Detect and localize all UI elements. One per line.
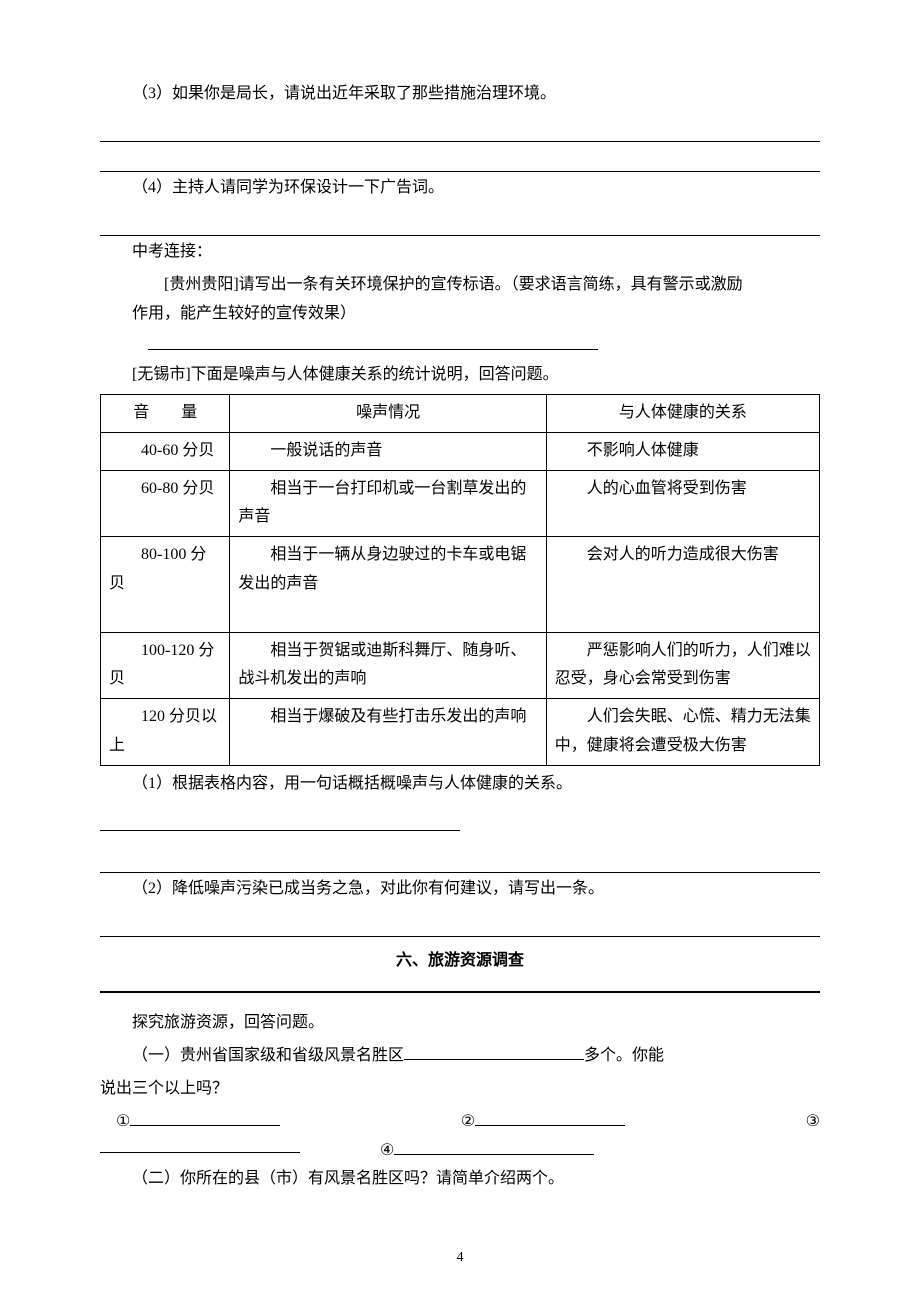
document-content: （3）如果你是局长，请说出近年采取了那些措施治理环境。 （4）主持人请同学为环保… — [100, 80, 820, 1194]
noise-health-table: 音 量 噪声情况 与人体健康的关系 40-60 分贝 一般说话的声音 不影响人体… — [100, 394, 820, 766]
page-number: 4 — [457, 1245, 464, 1270]
table-row: 100-120 分贝 相当于贺锯或迪斯科舞厅、随身听、战斗机发出的声响 严惩影响… — [101, 632, 820, 699]
fill-blank — [394, 1139, 594, 1155]
fill-blank — [475, 1110, 625, 1126]
q1-suffix: 多个。你能 — [584, 1047, 664, 1064]
answer-line — [100, 803, 460, 832]
q1-suffix-2: 说出三个以上吗？ — [100, 1075, 820, 1104]
items-row-2: ④ — [100, 1137, 820, 1166]
fill-blank — [404, 1044, 584, 1060]
cell-noise: 相当于一辆从身边驶过的卡车或电锯发出的声音 — [230, 537, 546, 632]
cell-volume: 80-100 分贝 — [101, 537, 230, 632]
section-6-title: 六、旅游资源调查 — [100, 947, 820, 976]
question-3: （3）如果你是局长，请说出近年采取了那些措施治理环境。 — [100, 80, 820, 109]
cell-volume: 60-80 分贝 — [101, 470, 230, 537]
cell-noise: 相当于贺锯或迪斯科舞厅、随身听、战斗机发出的声响 — [230, 632, 546, 699]
q1-prefix: （一）贵州省国家级和省级风景名胜区 — [132, 1047, 404, 1064]
question-4: （4）主持人请同学为环保设计一下广告词。 — [100, 174, 820, 203]
cell-noise: 相当于一台打印机或一台割草发出的声音 — [230, 470, 546, 537]
answer-line — [100, 113, 820, 142]
answer-line — [100, 207, 820, 236]
answer-line-container — [132, 332, 820, 361]
cell-volume: 100-120 分贝 — [101, 632, 230, 699]
cell-volume: 120 分贝以上 — [101, 699, 230, 766]
header-health: 与人体健康的关系 — [546, 394, 819, 432]
item-2: ② — [461, 1108, 625, 1137]
answer-line — [100, 844, 820, 873]
cell-noise: 一般说话的声音 — [230, 432, 546, 470]
item-3: ③ — [806, 1108, 820, 1137]
items-row-1: ① ② ③ — [100, 1108, 820, 1137]
q4-text: （4）主持人请同学为环保设计一下广告词。 — [132, 179, 444, 196]
answer-line — [148, 334, 598, 350]
cell-health: 人的心血管将受到伤害 — [546, 470, 819, 537]
cell-health: 不影响人体健康 — [546, 432, 819, 470]
item-1: ① — [116, 1108, 280, 1137]
answer-line — [100, 144, 820, 173]
section-6-q2: （二）你所在的县（市）有风景名胜区吗？请简单介绍两个。 — [100, 1165, 820, 1194]
guiyang-text-2: 作用，能产生较好的宣传效果） — [132, 305, 356, 322]
answer-line-container — [100, 803, 820, 845]
cell-health: 人们会失眠、心慌、精力无法集中，健康将会遭受极大伤害 — [546, 699, 819, 766]
cell-volume: 40-60 分贝 — [101, 432, 230, 470]
wuxi-question: [无锡市]下面是噪声与人体健康关系的统计说明，回答问题。 — [100, 361, 820, 390]
fill-blank — [100, 1137, 300, 1153]
sub-question-1: （1）根据表格内容，用一句话概括概噪声与人体健康的关系。 — [100, 770, 820, 799]
table-header-row: 音 量 噪声情况 与人体健康的关系 — [101, 394, 820, 432]
section-6-intro: 探究旅游资源，回答问题。 — [100, 1009, 820, 1038]
table-row: 120 分贝以上 相当于爆破及有些打击乐发出的声响 人们会失眠、心慌、精力无法集… — [101, 699, 820, 766]
horizontal-rule — [100, 991, 820, 993]
guiyang-question: [贵州贵阳]请写出一条有关环境保护的宣传标语。（要求语言简练，具有警示或激励 作… — [100, 271, 820, 329]
cell-health: 严惩影响人们的听力，人们难以忍受，身心会常受到伤害 — [546, 632, 819, 699]
table-row: 80-100 分贝 相当于一辆从身边驶过的卡车或电锯发出的声音 会对人的听力造成… — [101, 537, 820, 632]
header-volume: 音 量 — [101, 394, 230, 432]
answer-line — [100, 908, 820, 937]
q3-text: （3）如果你是局长，请说出近年采取了那些措施治理环境。 — [132, 85, 556, 102]
fill-blank — [130, 1110, 280, 1126]
cell-noise: 相当于爆破及有些打击乐发出的声响 — [230, 699, 546, 766]
table-row: 60-80 分贝 相当于一台打印机或一台割草发出的声音 人的心血管将受到伤害 — [101, 470, 820, 537]
table-row: 40-60 分贝 一般说话的声音 不影响人体健康 — [101, 432, 820, 470]
item-4: ④ — [380, 1137, 594, 1166]
cell-health: 会对人的听力造成很大伤害 — [546, 537, 819, 632]
header-noise: 噪声情况 — [230, 394, 546, 432]
sub-question-2: （2）降低噪声污染已成当务之急，对此你有何建议，请写出一条。 — [100, 875, 820, 904]
guiyang-text: [贵州贵阳]请写出一条有关环境保护的宣传标语。（要求语言简练，具有警示或激励 — [164, 276, 743, 293]
section-6-q1: （一）贵州省国家级和省级风景名胜区 多个。你能 — [100, 1042, 820, 1071]
exam-link-label: 中考连接： — [100, 238, 820, 267]
